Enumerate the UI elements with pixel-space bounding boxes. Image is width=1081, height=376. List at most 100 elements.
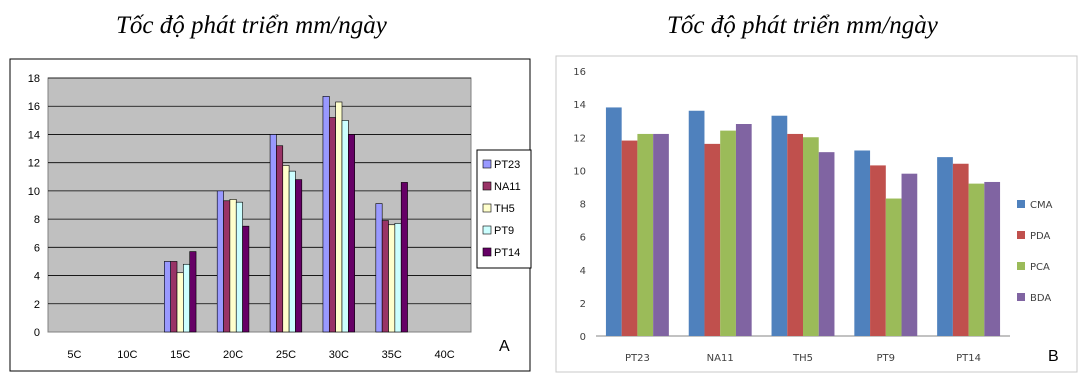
- chart-b-ytick-label: 2: [580, 299, 586, 310]
- chart-b-xtick-label: NA11: [707, 353, 734, 364]
- chart-b-panel-label: B: [1048, 348, 1059, 365]
- chart-a-bar-pt14-30c: [348, 134, 355, 333]
- chart-b-xtick-label: TH5: [792, 353, 813, 364]
- chart-a-legend-label: PT23: [494, 159, 520, 171]
- chart-b-legend-label: PDA: [1030, 231, 1051, 242]
- chart-b-legend-swatch: [1017, 231, 1025, 239]
- chart-a-ytick-label: 10: [28, 186, 40, 198]
- chart-a-legend-swatch: [482, 181, 492, 191]
- chart-b-bar-bda-na11: [735, 124, 752, 336]
- chart-a-ytick-label: 8: [34, 214, 40, 226]
- chart-a-xtick-label: 35C: [382, 349, 402, 361]
- chart-a-bar-th5-20c: [229, 199, 237, 333]
- chart-a-bar-pt23-15c: [164, 261, 171, 333]
- chart-b-bar-cma-pt23: [605, 107, 622, 336]
- chart-a-bar-na11-35c: [381, 220, 389, 333]
- chart-b-legend-swatch: [1017, 200, 1025, 208]
- chart-a-bar-pt23-35c: [375, 203, 383, 333]
- chart-a-ytick-label: 6: [34, 242, 40, 254]
- chart-a-bar-na11-30c: [328, 117, 336, 333]
- chart-a-bar-pt9-30c: [341, 120, 349, 333]
- chart-b-ytick-label: 12: [573, 133, 586, 144]
- chart-b-bar-pca-pt23: [637, 133, 654, 336]
- chart-a-xtick-label: 5C: [67, 349, 81, 361]
- chart-b-xtick-label: PT14: [956, 353, 981, 364]
- chart-b-bar-bda-pt23: [653, 133, 669, 336]
- chart-a-bar-th5-15c: [176, 272, 184, 333]
- chart-b-bar-pda-pt14: [952, 163, 969, 336]
- chart-a-legend-label: PT9: [494, 225, 514, 237]
- chart-b-bar-pda-th5: [787, 133, 803, 336]
- chart-b-ytick-label: 0: [580, 332, 586, 343]
- chart-a-bar-na11-25c: [276, 145, 284, 333]
- chart-b-bar-pca-pt14: [968, 183, 985, 336]
- chart-a-ytick-label: 14: [28, 129, 40, 141]
- chart-a-xtick-label: 10C: [117, 349, 137, 361]
- chart-a-bar-pt14-15c: [189, 251, 197, 333]
- chart-b-ytick-label: 16: [573, 67, 586, 78]
- chart-a-xtick-label: 25C: [276, 349, 296, 361]
- chart-b-bar-pca-na11: [720, 130, 736, 336]
- chart-b-legend-swatch: [1017, 262, 1025, 270]
- chart-a-bar-pt9-25c: [288, 170, 296, 333]
- chart-a-bar-pt9-20c: [235, 201, 243, 333]
- chart-a-ytick-label: 2: [34, 299, 40, 311]
- chart-a-bar-pt23-30c: [322, 96, 330, 333]
- chart-a-bar-pt14-20c: [242, 225, 250, 333]
- chart-a-bar-pt9-35c: [394, 223, 402, 333]
- chart-b-ytick-label: 4: [580, 266, 586, 277]
- chart-a-bar-pt23-20c: [216, 190, 224, 333]
- chart-b-bar-cma-na11: [688, 110, 705, 336]
- chart-b-bar-pca-pt9: [885, 198, 902, 336]
- chart-b-xtick-label: PT23: [625, 353, 650, 364]
- chart-b-ytick-label: 10: [573, 166, 586, 177]
- chart-b-bar-bda-pt14: [984, 181, 1001, 336]
- chart-a-legend-label: TH5: [494, 203, 515, 215]
- chart-b-bar-cma-th5: [771, 115, 788, 336]
- chart-b-title: Tốc độ phát triển mm/ngày: [667, 12, 938, 39]
- chart-a-ytick-label: 16: [28, 101, 40, 113]
- chart-a-legend-label: NA11: [494, 181, 521, 193]
- chart-a-legend-label: PT14: [494, 247, 520, 259]
- chart-b-bar-pda-pt23: [621, 140, 638, 336]
- chart-a-bar-pt9-15c: [183, 263, 191, 333]
- chart-a-bar-pt14-35c: [400, 182, 408, 333]
- chart-b-bar-pda-pt9: [870, 165, 886, 336]
- chart-a-ytick-label: 12: [28, 158, 40, 170]
- chart-a-xtick-label: 20C: [223, 349, 243, 361]
- chart-b-ytick-label: 6: [580, 233, 586, 244]
- chart-a-bar-th5-30c: [335, 101, 343, 333]
- chart-a-panel-label: A: [499, 338, 510, 355]
- chart-a-xtick-label: 15C: [170, 349, 190, 361]
- chart-a-bar-na11-15c: [170, 261, 178, 333]
- chart-a-title: Tốc độ phát triển mm/ngày: [116, 12, 387, 39]
- chart-b-bar-pca-th5: [803, 137, 819, 336]
- chart-b-ytick-label: 14: [573, 100, 586, 111]
- chart-a-legend-swatch: [482, 225, 492, 235]
- chart-b-legend-label: CMA: [1030, 200, 1053, 211]
- chart-a-legend-swatch: [482, 203, 492, 213]
- chart-b-bar-cma-pt9: [854, 150, 871, 336]
- chart-b-legend-label: PCA: [1030, 262, 1050, 273]
- chart-b-bar-cma-pt14: [937, 157, 953, 336]
- chart-b-bar-bda-pt9: [901, 173, 918, 336]
- chart-a-bar-pt23-25c: [269, 134, 277, 333]
- chart-a-ytick-label: 18: [28, 73, 40, 85]
- chart-a-bar-th5-35c: [388, 224, 396, 333]
- chart-a-ytick-label: 4: [34, 271, 40, 283]
- chart-a-legend-swatch: [482, 247, 492, 257]
- chart-b-legend-swatch: [1017, 293, 1025, 301]
- chart-b-ytick-label: 8: [580, 200, 586, 211]
- chart-b-xtick-label: PT9: [877, 353, 896, 364]
- chart-a-bar-th5-25c: [282, 165, 290, 333]
- chart-a-xtick-label: 40C: [434, 349, 454, 361]
- chart-a-xtick-label: 30C: [329, 349, 349, 361]
- chart-a-bar-pt14-25c: [295, 179, 303, 333]
- chart-b-legend-label: BDA: [1030, 293, 1051, 304]
- chart-a-legend-swatch: [482, 159, 492, 169]
- chart-b-bar-bda-th5: [818, 152, 835, 336]
- chart-a-bar-na11-20c: [223, 200, 231, 333]
- chart-a-ytick-label: 0: [34, 327, 40, 339]
- chart-b-bar-pda-na11: [704, 143, 721, 336]
